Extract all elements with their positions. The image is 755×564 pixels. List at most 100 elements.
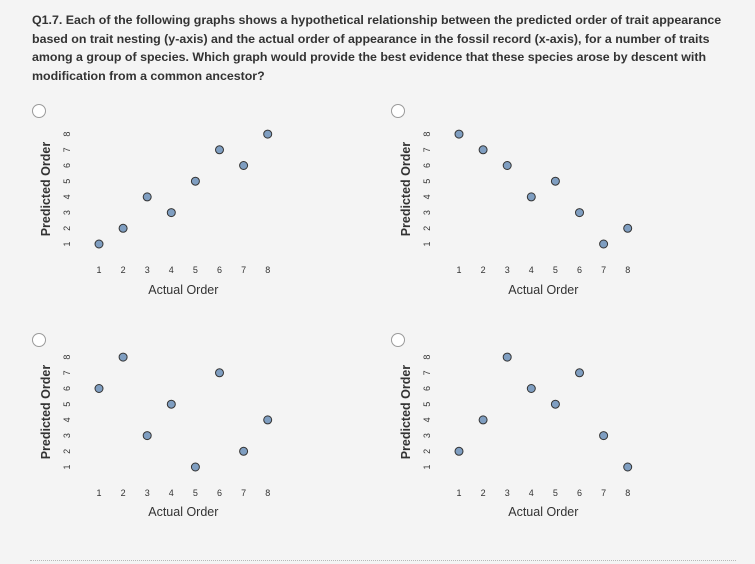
data-point [215, 368, 224, 378]
x-tick-label: 2 [481, 488, 486, 498]
y-tick-label: 7 [422, 147, 432, 152]
y-tick-label: 6 [62, 386, 72, 391]
data-point [526, 384, 536, 393]
x-axis-label: Actual Order [148, 283, 218, 297]
x-tick-label: 2 [121, 265, 126, 275]
data-point [142, 192, 152, 202]
y-tick-label: 7 [62, 147, 72, 152]
data-point [454, 446, 464, 456]
data-point [215, 145, 224, 155]
x-tick-label: 5 [553, 488, 558, 498]
y-tick-label: 3 [422, 433, 432, 438]
x-tick-label: 6 [217, 265, 222, 275]
y-tick-label: 4 [62, 194, 72, 199]
answer-option-a-radio[interactable] [32, 104, 46, 118]
x-tick-label: 1 [456, 265, 461, 275]
data-point [94, 384, 104, 393]
data-point [575, 368, 584, 378]
x-tick-label: 3 [145, 265, 150, 275]
y-tick-label: 1 [422, 464, 432, 469]
x-tick-label: 4 [169, 488, 174, 498]
data-point [478, 415, 488, 425]
data-point [239, 446, 249, 456]
y-tick-label: 8 [422, 132, 432, 137]
x-tick-label: 3 [505, 488, 510, 498]
data-point [526, 192, 536, 202]
data-point [190, 176, 200, 186]
x-tick-label: 4 [529, 488, 534, 498]
answer-option-b-radio[interactable] [391, 104, 405, 118]
x-tick-label: 5 [193, 488, 198, 498]
data-point [454, 129, 464, 139]
x-tick-label: 6 [577, 265, 582, 275]
y-tick-label: 8 [422, 355, 432, 360]
y-tick-label: 5 [62, 402, 72, 407]
y-tick-label: 5 [62, 179, 72, 184]
data-point [623, 223, 633, 233]
data-point [263, 129, 273, 139]
data-point [550, 399, 560, 409]
y-tick-label: 1 [62, 464, 72, 469]
x-tick-label: 2 [121, 488, 126, 498]
x-tick-label: 5 [553, 265, 558, 275]
data-point [599, 431, 609, 441]
data-point [239, 161, 249, 170]
y-tick-label: 3 [62, 433, 72, 438]
y-tick-label: 8 [62, 355, 72, 360]
x-tick-label: 5 [193, 265, 198, 275]
y-tick-label: 6 [422, 163, 432, 168]
y-axis-label: Predicted Order [399, 365, 413, 460]
x-tick-label: 7 [601, 488, 606, 498]
y-axis-label: Predicted Order [399, 142, 413, 237]
y-tick-label: 3 [62, 210, 72, 215]
data-point [623, 462, 633, 472]
y-tick-label: 4 [422, 194, 432, 199]
data-point [502, 352, 512, 362]
y-axis-label: Predicted Order [39, 365, 53, 460]
x-tick-label: 7 [241, 488, 246, 498]
x-tick-label: 8 [625, 488, 630, 498]
data-point [478, 145, 488, 155]
answer-option-d-radio[interactable] [391, 333, 405, 347]
x-axis-label: Actual Order [508, 283, 578, 297]
x-tick-label: 3 [505, 265, 510, 275]
y-tick-label: 6 [62, 163, 72, 168]
answer-option-c-radio[interactable] [32, 333, 46, 347]
data-point [575, 208, 584, 218]
data-point [599, 239, 609, 249]
y-tick-label: 2 [62, 226, 72, 231]
x-tick-label: 6 [577, 488, 582, 498]
y-axis-label: Predicted Order [39, 142, 53, 237]
y-tick-label: 8 [62, 132, 72, 137]
data-point [166, 399, 176, 409]
x-tick-label: 3 [145, 488, 150, 498]
data-point [142, 431, 152, 441]
x-tick-label: 4 [529, 265, 534, 275]
data-point [190, 462, 200, 472]
section-divider [30, 560, 736, 561]
y-tick-label: 1 [422, 241, 432, 246]
question-text: Q1.7. Each of the following graphs shows… [32, 13, 722, 83]
x-tick-label: 8 [265, 488, 270, 498]
y-tick-label: 5 [422, 179, 432, 184]
x-axis-label: Actual Order [148, 505, 218, 519]
data-point [502, 161, 512, 170]
y-tick-label: 7 [422, 370, 432, 375]
x-tick-label: 8 [625, 265, 630, 275]
y-tick-label: 2 [422, 226, 432, 231]
data-point [118, 223, 128, 233]
x-tick-label: 7 [241, 265, 246, 275]
x-tick-label: 7 [601, 265, 606, 275]
y-tick-label: 7 [62, 370, 72, 375]
y-tick-label: 5 [422, 402, 432, 407]
x-tick-label: 8 [265, 265, 270, 275]
x-tick-label: 6 [217, 488, 222, 498]
x-tick-label: 1 [96, 488, 101, 498]
x-tick-label: 1 [96, 265, 101, 275]
y-tick-label: 2 [422, 449, 432, 454]
y-tick-label: 2 [62, 449, 72, 454]
y-tick-label: 3 [422, 210, 432, 215]
